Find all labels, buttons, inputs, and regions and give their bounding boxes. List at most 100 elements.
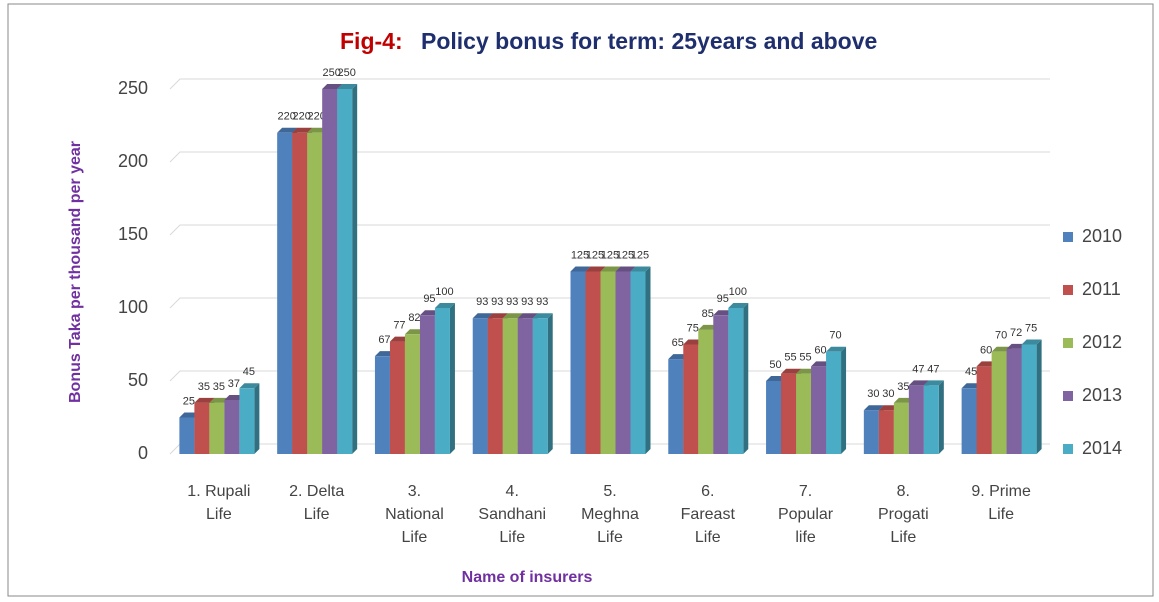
bar xyxy=(1021,339,1042,454)
bar-top xyxy=(532,313,553,319)
x-tick-label: 9. Prime Life xyxy=(971,483,1031,523)
bar-front xyxy=(487,318,503,454)
bar-front xyxy=(698,329,714,454)
value-label: 30 xyxy=(882,388,894,400)
bar-front xyxy=(908,385,924,454)
value-label: 125 xyxy=(631,249,649,261)
value-label: 125 xyxy=(601,249,619,261)
bar-front xyxy=(766,381,782,454)
value-label: 47 xyxy=(912,363,924,375)
value-label: 75 xyxy=(687,322,699,334)
legend-swatch xyxy=(1063,391,1073,401)
bar-top xyxy=(728,303,749,308)
bar-side xyxy=(645,266,651,454)
bar-top xyxy=(781,368,802,374)
bar-front xyxy=(976,366,992,454)
bar xyxy=(239,383,260,454)
bar-top xyxy=(863,405,884,411)
value-label: 250 xyxy=(322,67,340,79)
bar-top xyxy=(585,266,606,272)
chart-title-label: Fig-4: xyxy=(340,28,403,54)
value-label: 55 xyxy=(799,352,811,364)
value-label: 55 xyxy=(784,352,796,364)
value-label: 93 xyxy=(521,296,533,308)
bar-side xyxy=(743,303,749,454)
value-label: 45 xyxy=(243,366,255,378)
bar-front xyxy=(878,410,894,454)
value-label: 60 xyxy=(980,344,992,356)
value-label: 125 xyxy=(571,249,589,261)
legend-label: 2012 xyxy=(1082,332,1122,352)
value-label: 60 xyxy=(814,344,826,356)
bar-top xyxy=(239,383,260,389)
value-label: 95 xyxy=(423,293,435,305)
value-label: 93 xyxy=(536,296,548,308)
bar-front xyxy=(683,344,699,454)
y-tick-label: 100 xyxy=(118,297,148,317)
y-tick-label: 0 xyxy=(138,443,148,463)
value-label: 220 xyxy=(307,111,325,123)
bar-top xyxy=(322,84,343,89)
bar-front xyxy=(419,315,435,454)
bar-front xyxy=(532,318,548,454)
bar-top xyxy=(292,127,313,133)
bar-top xyxy=(615,266,636,272)
value-label: 125 xyxy=(616,249,634,261)
value-label: 100 xyxy=(729,286,747,298)
bar-front xyxy=(615,271,631,454)
bar-front xyxy=(796,373,812,454)
bar-front xyxy=(374,356,390,454)
value-label: 75 xyxy=(1025,322,1037,334)
bar-front xyxy=(991,351,1007,454)
value-label: 70 xyxy=(995,330,1007,342)
grid-line xyxy=(169,297,1050,309)
value-label: 47 xyxy=(927,363,939,375)
y-tick-label: 50 xyxy=(128,370,148,390)
bar-front xyxy=(1006,348,1022,454)
value-label: 30 xyxy=(867,388,879,400)
bar-top xyxy=(502,313,523,319)
x-tick-label: 8. Progati Life xyxy=(878,483,929,546)
grid-line xyxy=(169,224,1050,236)
bar-front xyxy=(863,410,879,454)
grid-line xyxy=(169,78,1050,90)
bar-top xyxy=(194,397,215,403)
bar-front xyxy=(713,315,729,454)
legend-swatch xyxy=(1063,338,1073,348)
bar-front xyxy=(337,89,353,454)
bar-top xyxy=(570,266,591,272)
value-label: 35 xyxy=(897,381,909,393)
x-tick-label: 4. Sandhani Life xyxy=(478,483,546,546)
y-tick-label: 200 xyxy=(118,151,148,171)
legend-label: 2011 xyxy=(1082,279,1121,299)
value-label: 220 xyxy=(292,111,310,123)
bar-front xyxy=(179,417,195,454)
bar-front xyxy=(1021,344,1037,454)
value-label: 93 xyxy=(476,296,488,308)
x-axis-title: Name of insurers xyxy=(462,569,593,586)
bar-front xyxy=(434,308,450,454)
bar-front xyxy=(224,399,240,454)
x-tick-label: 3. National Life xyxy=(385,483,444,546)
bar-front xyxy=(209,402,225,454)
bar-front xyxy=(811,366,827,454)
value-label: 50 xyxy=(769,359,781,371)
value-label: 70 xyxy=(829,330,841,342)
bar-front xyxy=(517,318,533,454)
bar-front xyxy=(292,132,308,455)
grid-line xyxy=(169,370,1050,382)
bar-front xyxy=(570,271,586,454)
bar-front xyxy=(472,318,488,454)
y-tick-label: 250 xyxy=(118,78,148,98)
bar-front xyxy=(502,318,518,454)
value-label: 82 xyxy=(408,312,420,324)
legend-swatch xyxy=(1063,444,1073,454)
bar-side xyxy=(449,303,455,454)
bar xyxy=(826,346,847,454)
value-label: 37 xyxy=(228,378,240,390)
bar-top xyxy=(1021,339,1042,345)
bar-side xyxy=(938,380,944,454)
bar-front xyxy=(322,89,338,454)
legend-label: 2014 xyxy=(1082,438,1122,458)
